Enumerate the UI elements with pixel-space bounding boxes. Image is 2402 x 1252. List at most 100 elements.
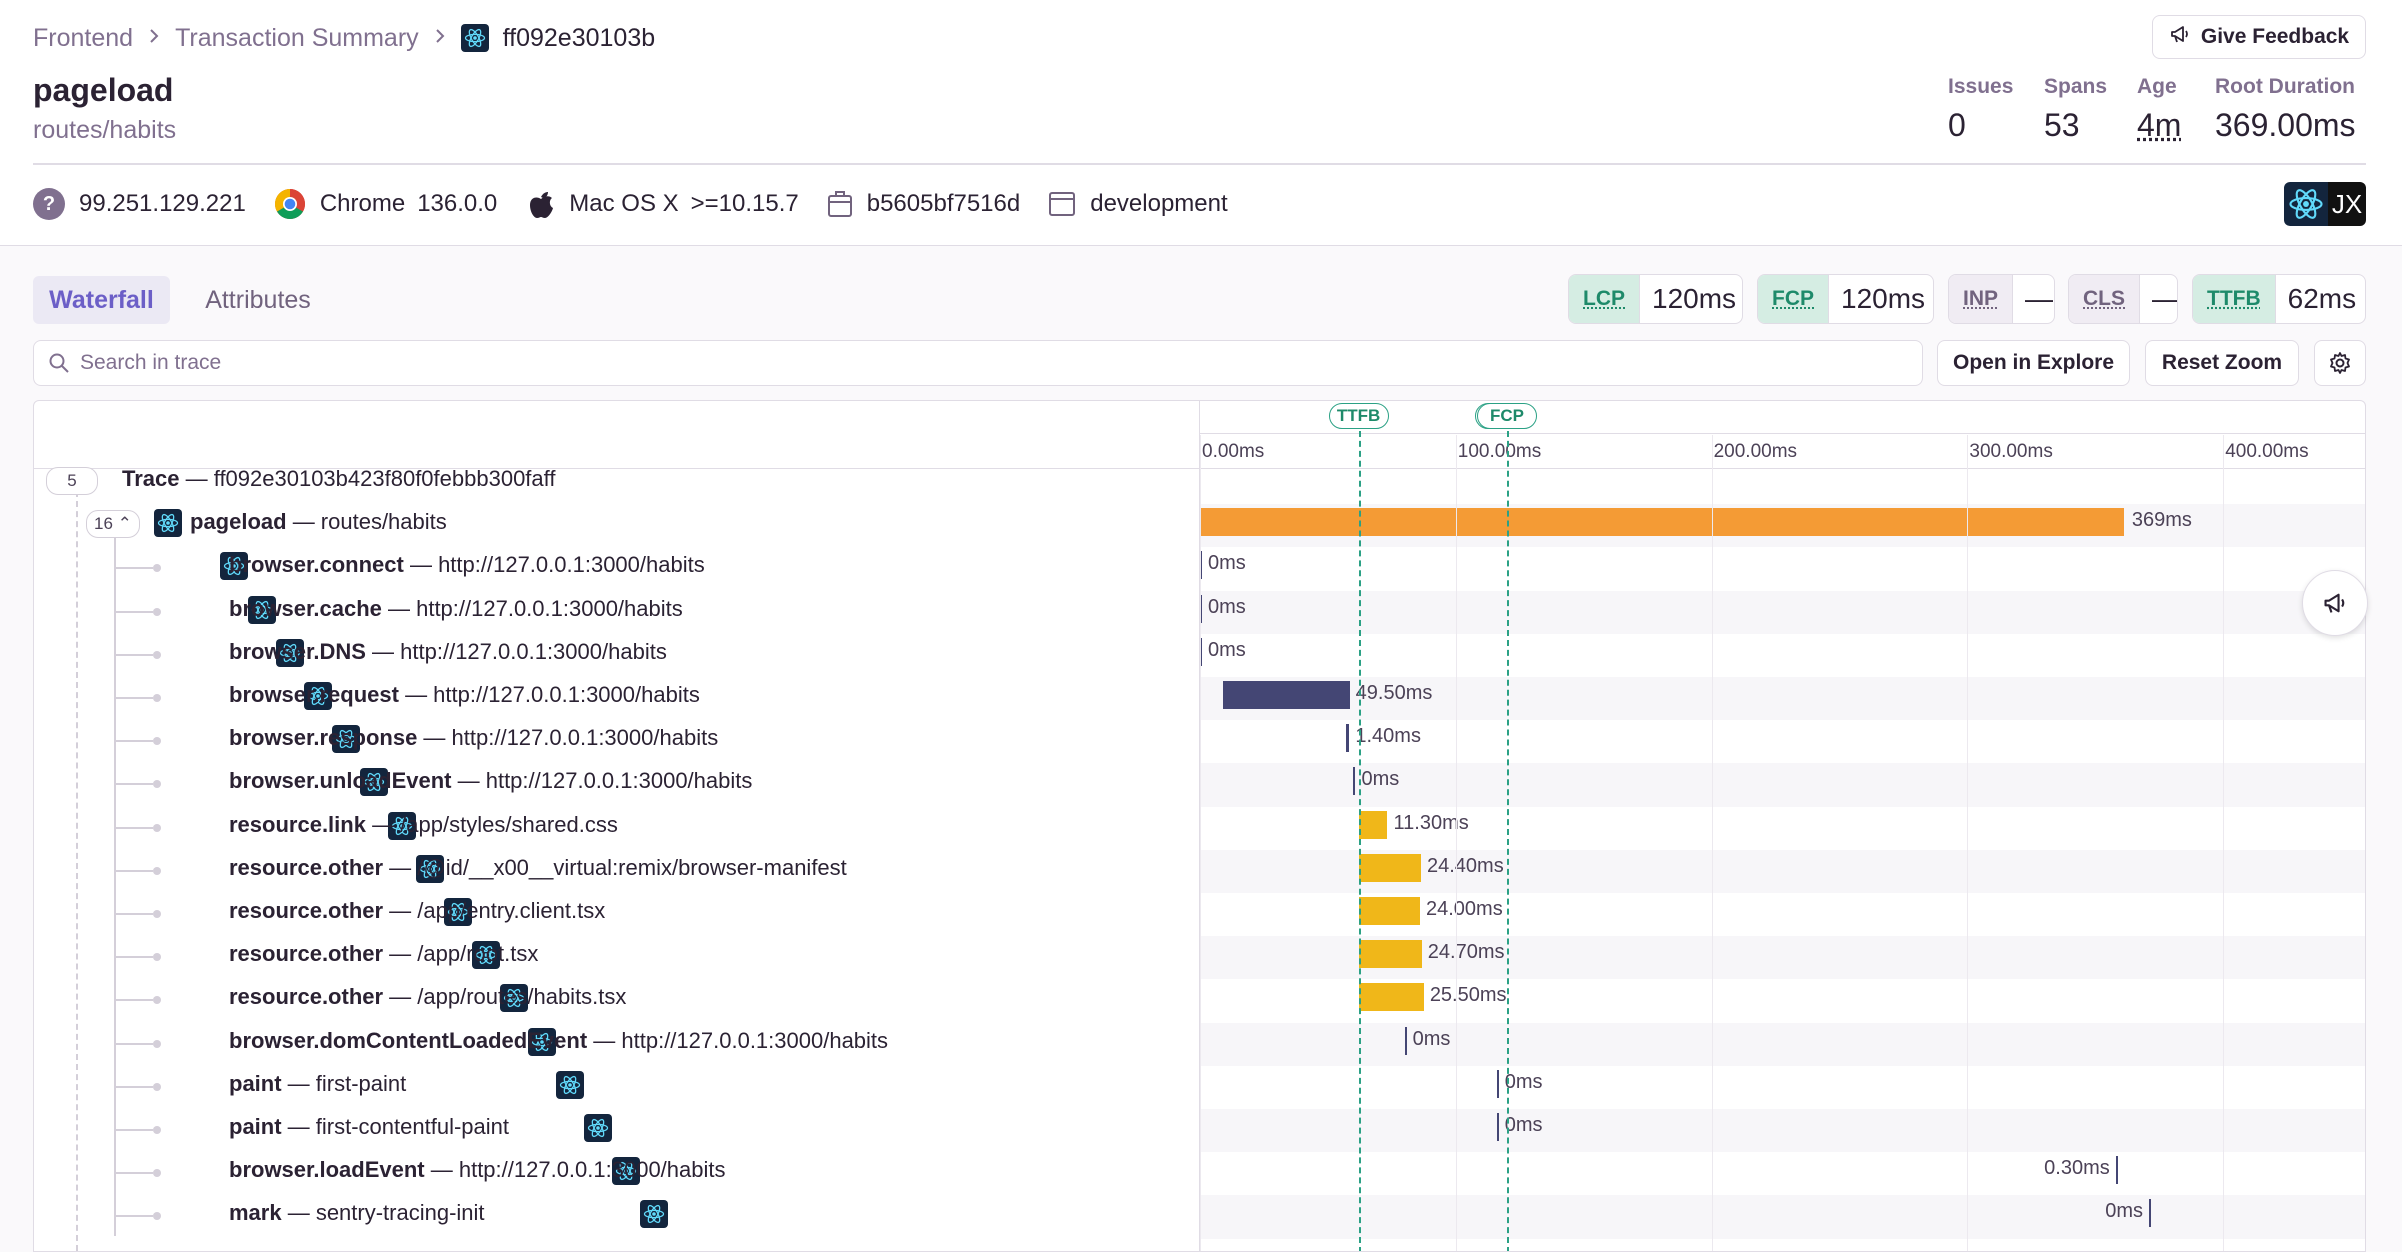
tab-attributes[interactable]: Attributes bbox=[205, 285, 311, 314]
timeline-tick-label: 0.00ms bbox=[1202, 441, 1265, 462]
trace-count-pill[interactable]: 5 bbox=[46, 467, 98, 495]
trace-root-label[interactable]: Trace — ff092e30103b423f80f0febbb300faff bbox=[122, 466, 555, 492]
span-row-label[interactable]: mark — sentry-tracing-init bbox=[229, 1200, 485, 1226]
span-bar[interactable] bbox=[1358, 853, 1421, 882]
span-row-label[interactable]: resource.other — /app/entry.client.tsx bbox=[229, 898, 605, 924]
search-input[interactable] bbox=[80, 351, 1922, 375]
context-environment[interactable]: development bbox=[1090, 190, 1228, 217]
tree-branch bbox=[115, 610, 153, 613]
platform-badge-js: JX bbox=[2328, 182, 2366, 226]
span-bar[interactable] bbox=[1200, 508, 2124, 537]
span-bar[interactable] bbox=[1200, 551, 1202, 580]
span-row-label[interactable]: browser.connect — http://127.0.0.1:3000/… bbox=[229, 552, 705, 578]
span-description: — /app/entry.client.tsx bbox=[383, 898, 606, 923]
span-bar[interactable] bbox=[1404, 1026, 1407, 1055]
timeline-tick-label: 400.00ms bbox=[2225, 441, 2309, 462]
stat-label: Issues bbox=[1948, 75, 2014, 98]
stat-issues[interactable]: Issues 0 bbox=[1948, 75, 2013, 144]
span-bar[interactable] bbox=[1358, 940, 1422, 969]
span-bar[interactable] bbox=[1496, 1113, 1499, 1141]
react-icon bbox=[584, 1114, 612, 1142]
tree-node-dot bbox=[153, 1082, 161, 1091]
open-in-explore-button[interactable]: Open in Explore bbox=[1937, 340, 2130, 386]
span-row-label[interactable]: browser.response — http://127.0.0.1:3000… bbox=[229, 725, 718, 751]
span-row-label[interactable]: browser.loadEvent — http://127.0.0.1:300… bbox=[229, 1157, 726, 1183]
react-icon bbox=[556, 1070, 584, 1099]
span-bar[interactable] bbox=[2149, 1199, 2152, 1228]
vital-ttfb[interactable]: TTFB 62ms bbox=[2192, 274, 2366, 324]
span-bar[interactable] bbox=[1358, 810, 1388, 839]
span-bar[interactable] bbox=[1223, 681, 1350, 709]
react-icon bbox=[416, 854, 444, 883]
react-icon bbox=[304, 682, 332, 710]
span-op: browser.request bbox=[229, 682, 399, 707]
settings-button[interactable] bbox=[2314, 340, 2366, 386]
vital-lcp[interactable]: LCP 120ms bbox=[1568, 274, 1743, 324]
span-duration-label: 0ms bbox=[1504, 1070, 1543, 1093]
stat-value: 53 bbox=[2044, 107, 2080, 143]
span-op: resource.other bbox=[229, 898, 384, 923]
tab-waterfall[interactable]: Waterfall bbox=[33, 276, 170, 324]
span-row-label[interactable]: browser.request — http://127.0.0.1:3000/… bbox=[229, 682, 700, 708]
span-count-pill[interactable]: 16 ⌃ bbox=[86, 510, 140, 539]
span-bar[interactable] bbox=[2115, 1156, 2118, 1185]
marker-tag-fcp[interactable]: FCP bbox=[1476, 403, 1537, 429]
column-divider[interactable] bbox=[1199, 401, 1200, 1251]
react-icon bbox=[612, 1157, 640, 1186]
span-row-label[interactable]: browser.domContentLoadedEvent — http://1… bbox=[229, 1028, 888, 1054]
span-row-label[interactable]: paint — first-contentful-paint bbox=[229, 1114, 509, 1140]
context-os[interactable]: Mac OS X bbox=[569, 190, 679, 217]
stat-age: Age 4m bbox=[2137, 75, 2181, 144]
context-browser[interactable]: Chrome bbox=[319, 190, 406, 217]
span-description: — http://127.0.0.1:3000/habits bbox=[381, 595, 683, 621]
tree-branch bbox=[115, 567, 153, 570]
vital-label: LCP bbox=[1569, 275, 1640, 323]
span-row-label[interactable]: resource.link — /app/styles/shared.css bbox=[229, 812, 618, 838]
span-op: browser.unloadEvent bbox=[229, 768, 452, 794]
context-release[interactable]: b5605bf7516d bbox=[866, 190, 1021, 217]
span-description: — first-contentful-paint bbox=[281, 1114, 509, 1139]
vital-cls[interactable]: CLS — bbox=[2068, 274, 2178, 324]
vital-inp[interactable]: INP — bbox=[1948, 274, 2055, 324]
timeline-tick-label: 100.00ms bbox=[1457, 441, 1542, 462]
span-row-label[interactable]: paint — first-paint bbox=[229, 1071, 406, 1097]
context-ip[interactable]: 99.251.129.221 bbox=[79, 190, 246, 217]
span-row-label[interactable]: resource.other — /app/root.tsx bbox=[229, 941, 538, 967]
span-duration-label: 0ms bbox=[1361, 768, 1400, 791]
span-row-label[interactable]: browser.cache — http://127.0.0.1:3000/ha… bbox=[229, 596, 683, 622]
span-bar[interactable] bbox=[1358, 897, 1420, 925]
reset-zoom-button[interactable]: Reset Zoom bbox=[2145, 340, 2299, 386]
trace-root-op: Trace bbox=[122, 466, 180, 491]
header-divider bbox=[33, 163, 2366, 165]
breadcrumb-frontend[interactable]: Frontend bbox=[33, 23, 134, 52]
tree-node-dot bbox=[153, 1126, 161, 1134]
span-row-label[interactable]: resource.other — /@id/__x00__virtual:rem… bbox=[229, 855, 847, 881]
tree-branch bbox=[115, 697, 153, 699]
trace-search[interactable] bbox=[33, 340, 1923, 386]
span-bar[interactable] bbox=[1345, 724, 1350, 753]
vital-value: 120ms bbox=[1652, 283, 1737, 314]
span-rows: 5 Trace — ff092e30103b423f80f0febbb300faf… bbox=[34, 401, 2365, 1251]
span-row-label[interactable]: resource.other — /app/routes/habits.tsx bbox=[229, 984, 626, 1010]
tree-node-dot bbox=[153, 607, 161, 616]
span-row-label[interactable]: browser.unloadEvent — http://127.0.0.1:3… bbox=[229, 768, 752, 794]
vital-label: FCP bbox=[1758, 275, 1829, 323]
span-bar[interactable] bbox=[1358, 983, 1424, 1012]
tree-branch bbox=[115, 740, 153, 743]
vital-label: TTFB bbox=[2193, 275, 2276, 323]
span-bar[interactable] bbox=[1200, 637, 1202, 666]
span-description: — /app/routes/habits.tsx bbox=[383, 984, 627, 1010]
give-feedback-button[interactable]: Give Feedback bbox=[2152, 15, 2366, 59]
span-bar[interactable] bbox=[1353, 767, 1356, 796]
floating-feedback-button[interactable] bbox=[2302, 570, 2368, 636]
span-bar[interactable] bbox=[1200, 594, 1202, 623]
transaction-label[interactable]: pageload — routes/habits bbox=[190, 509, 447, 535]
vital-fcp[interactable]: FCP 120ms bbox=[1757, 274, 1934, 324]
marker-tag-ttfb[interactable]: TTFB bbox=[1328, 403, 1389, 429]
timeline-tick-label: 300.00ms bbox=[1969, 441, 2053, 462]
span-description: — /app/styles/shared.css bbox=[365, 811, 618, 837]
span-bar[interactable] bbox=[1496, 1069, 1499, 1098]
breadcrumb-transaction-summary[interactable]: Transaction Summary bbox=[175, 23, 419, 52]
span-row-label[interactable]: browser.DNS — http://127.0.0.1:3000/habi… bbox=[229, 639, 667, 665]
react-icon bbox=[528, 1027, 556, 1056]
